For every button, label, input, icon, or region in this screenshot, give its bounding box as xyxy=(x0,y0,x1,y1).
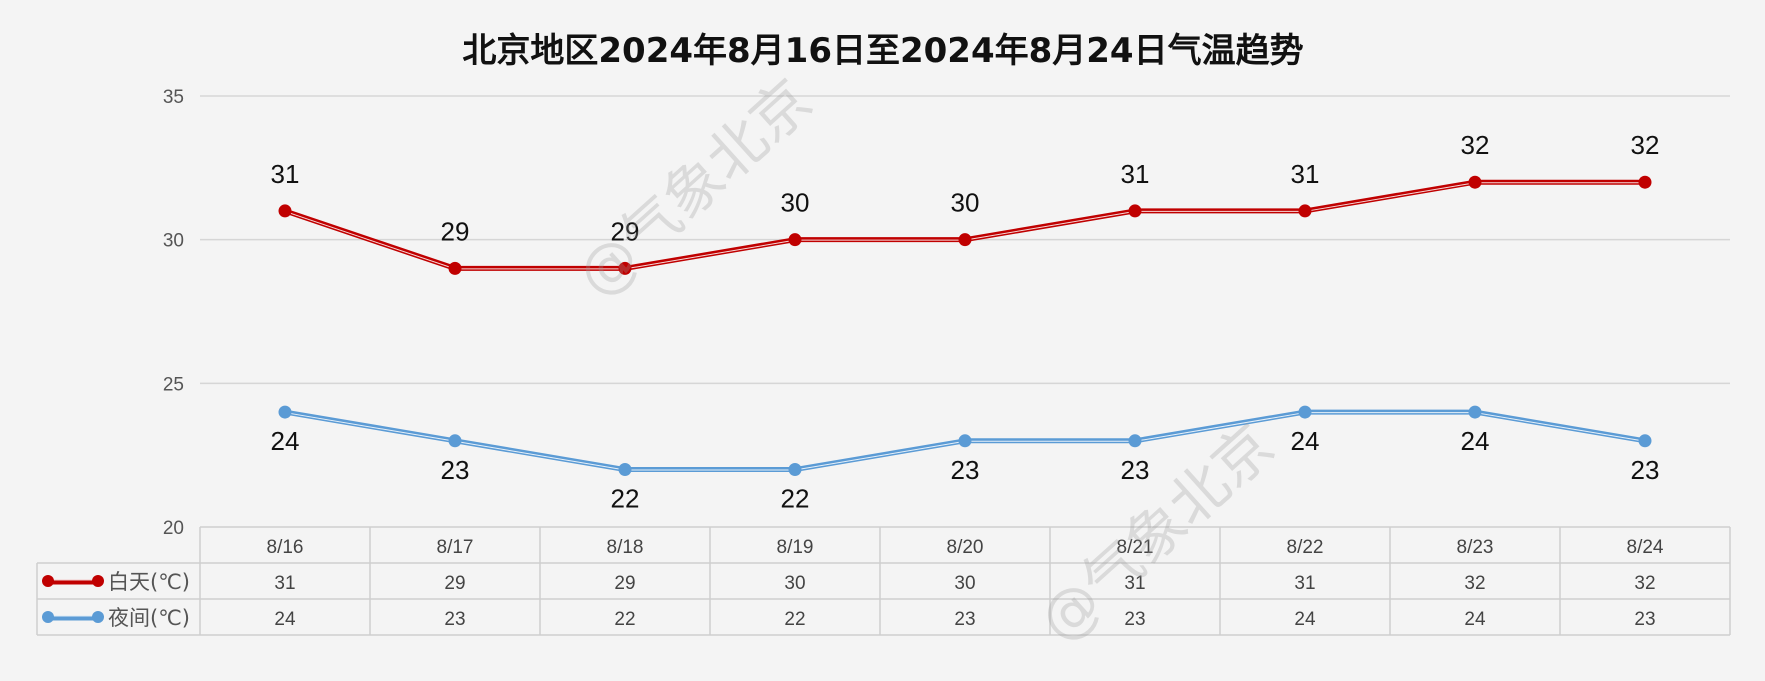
data-label: 23 xyxy=(1121,455,1150,485)
data-point xyxy=(788,463,802,477)
table-cell: 24 xyxy=(1294,609,1316,630)
table-cell: 30 xyxy=(784,573,805,594)
data-label: 31 xyxy=(1291,159,1320,189)
legend-label: 白天(℃) xyxy=(108,570,190,594)
table-cell: 29 xyxy=(614,573,635,594)
table-cell: 31 xyxy=(1124,573,1145,594)
table-cell: 29 xyxy=(444,573,465,594)
data-point xyxy=(958,434,972,448)
legend-marker xyxy=(92,611,104,623)
data-label: 22 xyxy=(781,484,810,514)
x-tick-label: 8/18 xyxy=(607,537,644,558)
data-label: 32 xyxy=(1631,130,1660,160)
data-point xyxy=(1128,434,1142,448)
series-group xyxy=(278,175,1652,477)
data-label: 29 xyxy=(441,216,470,246)
table-cell: 30 xyxy=(954,573,975,594)
x-tick-label: 8/23 xyxy=(1457,537,1494,558)
y-tick-label: 35 xyxy=(163,87,184,108)
data-point xyxy=(1128,204,1142,218)
data-point xyxy=(1468,175,1482,189)
x-tick-label: 8/20 xyxy=(947,537,984,558)
watermark-text: @气象北京 xyxy=(1026,411,1287,656)
data-label: 29 xyxy=(611,216,640,246)
y-tick-label: 25 xyxy=(163,374,184,395)
data-point xyxy=(618,261,632,275)
data-point xyxy=(448,261,462,275)
x-tick-label: 8/21 xyxy=(1117,537,1154,558)
data-point xyxy=(618,463,632,477)
data-label: 30 xyxy=(951,188,980,218)
data-point xyxy=(448,434,462,448)
table-cell: 31 xyxy=(274,573,295,594)
x-tick-label: 8/24 xyxy=(1627,537,1664,558)
table-cell: 24 xyxy=(1464,609,1486,630)
y-axis-ticks: 20 25 30 35 xyxy=(163,87,184,539)
table-cell: 23 xyxy=(444,609,465,630)
x-tick-label: 8/22 xyxy=(1287,537,1324,558)
table-cell: 23 xyxy=(954,609,975,630)
data-label: 23 xyxy=(1631,455,1660,485)
y-tick-label: 30 xyxy=(163,231,184,252)
data-point xyxy=(1298,405,1312,419)
table-cell: 22 xyxy=(784,609,805,630)
chart-title: 北京地区2024年8月16日至2024年8月24日气温趋势 xyxy=(462,31,1303,71)
table-cell: 31 xyxy=(1294,573,1315,594)
data-label: 31 xyxy=(271,159,300,189)
data-label: 31 xyxy=(1121,159,1150,189)
data-point xyxy=(1638,434,1652,448)
data-label: 24 xyxy=(1461,426,1490,456)
data-label: 30 xyxy=(781,188,810,218)
data-table: 8/16 8/17 8/18 8/19 8/20 8/21 8/22 8/23 8/24 白天(℃… xyxy=(36,526,1731,636)
x-tick-label: 8/17 xyxy=(437,537,474,558)
data-point xyxy=(1638,175,1652,189)
table-cell: 32 xyxy=(1634,573,1655,594)
data-point xyxy=(958,233,972,247)
data-point xyxy=(1298,204,1312,218)
table-cell: 23 xyxy=(1124,609,1145,630)
data-point xyxy=(278,405,292,419)
data-label: 23 xyxy=(441,455,470,485)
legend-marker xyxy=(42,611,54,623)
legend-marker xyxy=(42,575,54,587)
data-point xyxy=(1468,405,1482,419)
legend-marker xyxy=(92,575,104,587)
table-cell: 24 xyxy=(274,609,296,630)
table-cell: 23 xyxy=(1634,609,1655,630)
table-cell: 22 xyxy=(614,609,635,630)
data-label: 22 xyxy=(611,484,640,514)
x-tick-label: 8/16 xyxy=(267,537,304,558)
data-label: 24 xyxy=(271,426,300,456)
data-label: 23 xyxy=(951,455,980,485)
y-tick-label: 20 xyxy=(163,518,184,539)
data-label: 24 xyxy=(1291,426,1320,456)
watermark: @气象北京 @气象北京 xyxy=(564,66,1287,656)
data-labels: 31 29 29 30 30 31 31 32 32 24 23 22 22 23 23 24 24 23 xyxy=(271,130,1660,513)
data-label: 32 xyxy=(1461,130,1490,160)
x-tick-label: 8/19 xyxy=(777,537,814,558)
table-cell: 32 xyxy=(1464,573,1485,594)
data-point xyxy=(788,233,802,247)
legend-label: 夜间(℃) xyxy=(108,606,190,630)
data-point xyxy=(278,204,292,218)
